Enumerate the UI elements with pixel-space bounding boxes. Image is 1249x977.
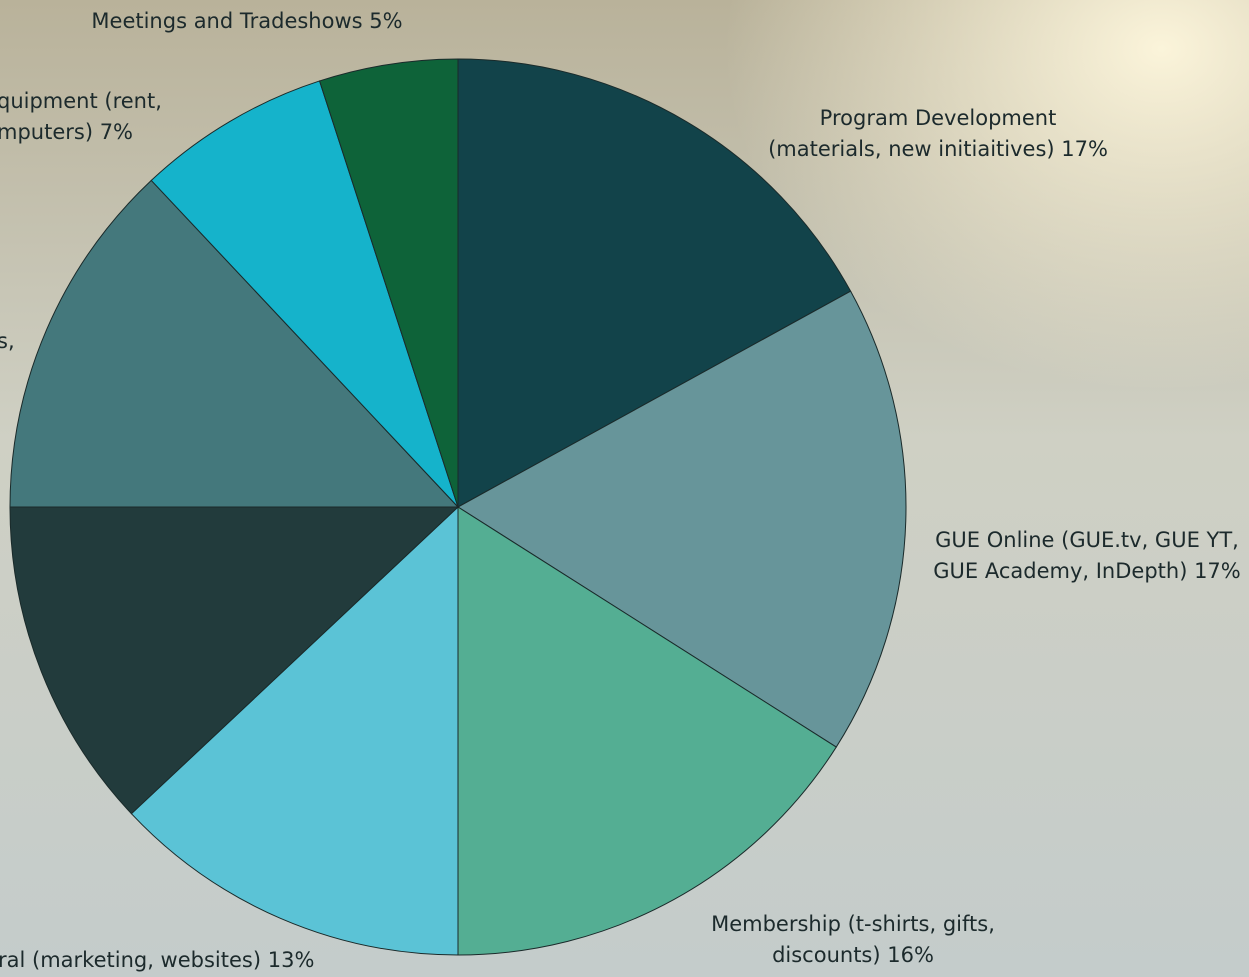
slice-label: (materials, new initiaitives) 17% — [768, 137, 1108, 161]
slice-label: Program Development — [820, 106, 1057, 130]
slice-label: GUE Academy, InDepth) 17% — [933, 559, 1241, 583]
slice-label: Meetings and Tradeshows 5% — [91, 9, 402, 33]
slice-label: quipment (rent, — [0, 89, 162, 113]
slice-label: Membership (t-shirts, gifts, — [711, 912, 995, 936]
pie-slice — [9, 506, 460, 815]
slice-label: discounts) 16% — [772, 943, 934, 967]
pie-slice — [457, 58, 852, 508]
pie-slice — [130, 505, 459, 956]
slice-label: ral (marketing, websites) 13% — [0, 948, 314, 972]
pie-slice — [318, 58, 459, 508]
slice-label: s, — [0, 329, 15, 353]
slice-label: GUE Online (GUE.tv, GUE YT, — [935, 528, 1239, 552]
labels: Program Development (materials, new initi… — [0, 9, 1241, 972]
pie-slice — [150, 80, 459, 508]
slice-label: mputers) 7% — [0, 120, 133, 144]
pie-slice — [457, 506, 837, 956]
pie-slice — [9, 179, 460, 508]
pie-slice — [457, 290, 907, 748]
pie — [9, 58, 907, 956]
